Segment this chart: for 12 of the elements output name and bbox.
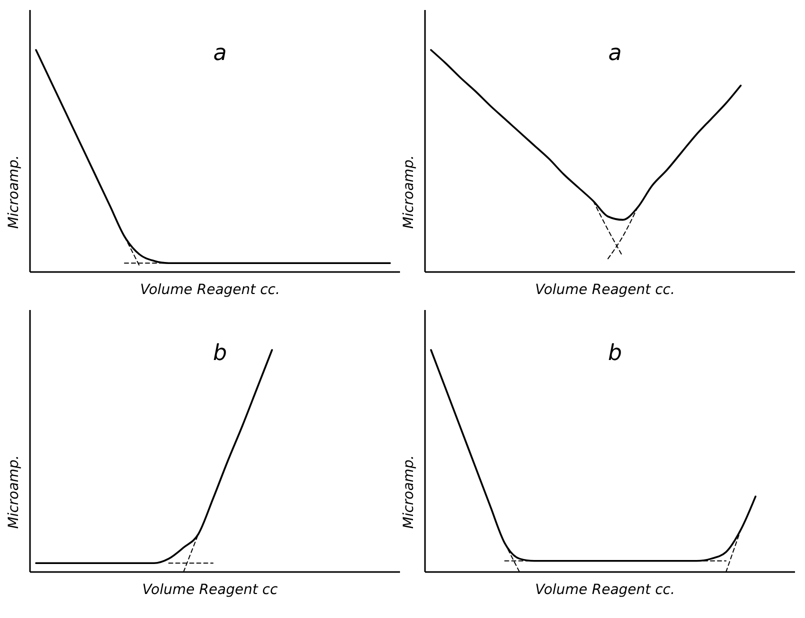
x-axis-title: Volume Reagent cc — [142, 582, 278, 598]
x-axis-title: Volume Reagent cc. — [140, 282, 280, 298]
y-axis-title: Microamp. — [401, 155, 417, 229]
x-axis-title: Volume Reagent cc. — [535, 582, 675, 598]
chart-title: a — [213, 41, 227, 66]
y-axis-title: Microamp. — [401, 455, 417, 529]
chart-title: b — [608, 341, 622, 366]
y-axis-title: Microamp. — [6, 155, 22, 229]
chart-title: b — [213, 341, 227, 366]
y-axis-title: Microamp. — [6, 455, 22, 529]
x-axis-title: Volume Reagent cc. — [535, 282, 675, 298]
chart-title: a — [608, 41, 622, 66]
